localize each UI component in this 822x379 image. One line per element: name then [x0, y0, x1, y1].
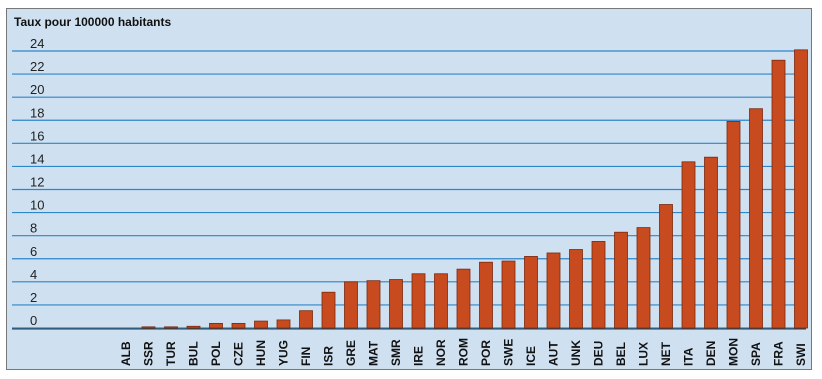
bar [794, 49, 808, 329]
y-tick-label: 22 [30, 59, 44, 74]
bar [299, 310, 313, 329]
bar [636, 227, 651, 329]
bar [501, 260, 516, 329]
bar [321, 291, 336, 329]
x-tick-label: BUL [187, 341, 201, 366]
bar [659, 204, 673, 329]
y-tick-label: 18 [30, 105, 44, 120]
x-tick-label: ALB [119, 341, 133, 366]
bar [614, 231, 628, 329]
x-tick-label: AUT [547, 341, 561, 366]
y-tick-label: 6 [30, 244, 37, 259]
x-tick-label: YUG [277, 340, 291, 366]
y-tick-label: 10 [30, 198, 44, 213]
y-tick-label: 8 [30, 221, 37, 236]
x-tick-label: UNK [569, 340, 583, 366]
x-tick-label: CZE [232, 342, 246, 366]
x-tick-label: NOR [434, 339, 448, 366]
bar [479, 261, 493, 329]
x-tick-label: FRA [772, 341, 786, 366]
x-tick-label: POL [209, 341, 223, 366]
y-tick-label: 4 [30, 267, 37, 282]
x-tick-label: SPA [749, 342, 763, 366]
x-tick-label: ISR [322, 346, 336, 366]
bar [546, 252, 561, 329]
bar [569, 249, 583, 329]
x-tick-label: NET [659, 341, 673, 366]
y-tick-label: 12 [30, 175, 44, 190]
x-tick-label: SWI [794, 343, 808, 366]
y-tick-label: 20 [30, 82, 44, 97]
bar [276, 319, 291, 329]
bar [524, 256, 538, 329]
bar [704, 156, 718, 329]
y-tick-label: 0 [30, 313, 37, 328]
bar [164, 326, 178, 329]
y-tick-label: 2 [30, 290, 37, 305]
bar [681, 161, 696, 329]
x-tick-label: FIN [299, 347, 313, 366]
bar [411, 273, 426, 329]
y-tick-label: 14 [30, 151, 44, 166]
x-tick-label: POR [479, 340, 493, 366]
bar [591, 241, 606, 329]
x-tick-label: SWE [502, 339, 516, 366]
x-tick-label: MON [727, 338, 741, 366]
x-tick-label: ROM [457, 338, 471, 366]
y-tick-label: 24 [30, 36, 44, 51]
bar [389, 279, 403, 329]
x-tick-label: BEL [614, 342, 628, 366]
bar [434, 273, 448, 329]
x-tick-label: GRE [344, 340, 358, 366]
bar [209, 322, 223, 329]
x-tick-label: SSR [142, 341, 156, 366]
x-tick-label: HUN [254, 340, 268, 366]
x-tick-label: LUX [637, 342, 651, 366]
bar [344, 281, 358, 329]
x-tick-label: IRE [412, 346, 426, 366]
bar [771, 59, 786, 329]
y-tick-label: 16 [30, 128, 44, 143]
chart-title: Taux pour 100000 habitants [14, 15, 172, 29]
x-tick-label: DEN [704, 341, 718, 366]
bar [456, 268, 471, 329]
x-tick-label: TUR [164, 341, 178, 366]
bar [726, 121, 741, 329]
x-tick-label: ITA [682, 347, 696, 366]
bar [231, 322, 246, 329]
x-tick-label: ICE [524, 346, 538, 366]
bar [186, 325, 201, 329]
x-tick-label: MAT [367, 340, 381, 366]
bar [366, 280, 381, 329]
bar [254, 320, 268, 329]
x-tick-label: SMR [389, 339, 403, 366]
bar [749, 108, 763, 329]
x-tick-label: DEU [592, 341, 606, 366]
bar [141, 326, 156, 329]
